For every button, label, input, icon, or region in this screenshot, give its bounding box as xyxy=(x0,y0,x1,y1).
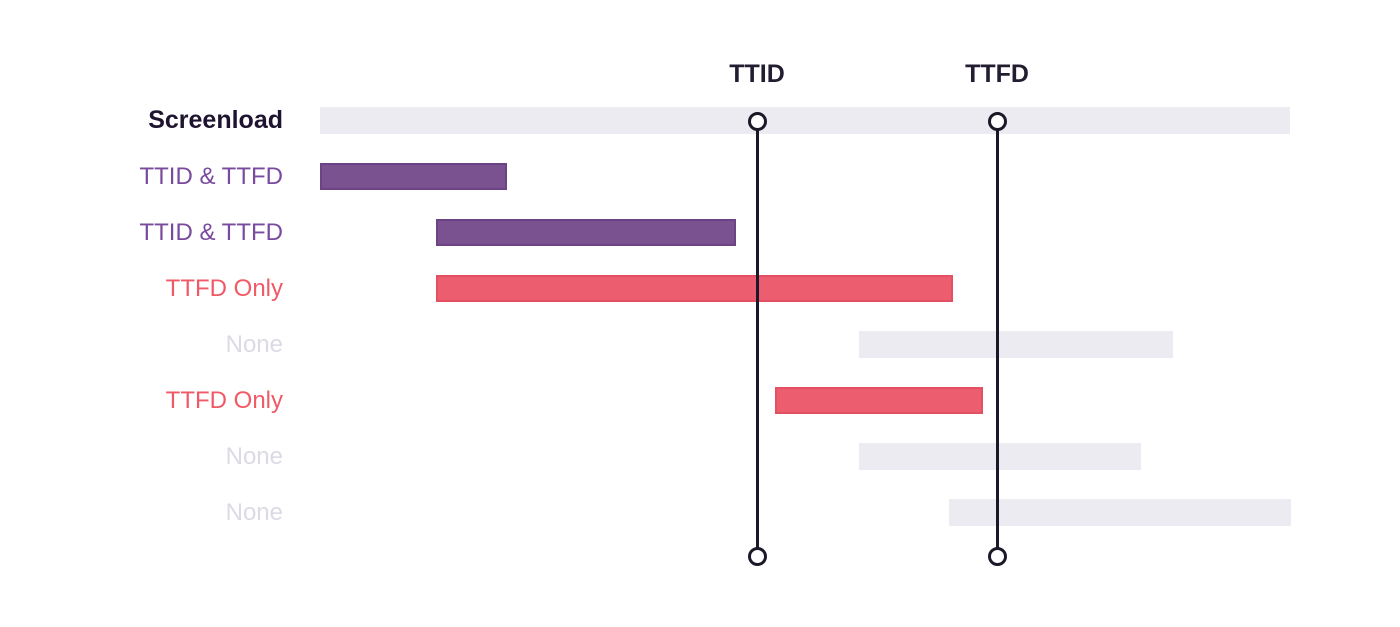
ttfd-marker-line xyxy=(995,121,999,556)
timeline-row: None xyxy=(0,331,1400,358)
timeline-row: TTFD Only xyxy=(0,275,1400,302)
timeline-row: TTID & TTFD xyxy=(0,219,1400,246)
row-label: TTID & TTFD xyxy=(139,219,283,246)
span-bar-red xyxy=(775,387,983,414)
span-bar-red xyxy=(436,275,953,302)
span-bar-track xyxy=(859,443,1141,470)
ttfd-bottom-circle xyxy=(987,546,1007,566)
ttid-marker-line xyxy=(755,121,759,556)
timeline-row: TTFD Only xyxy=(0,387,1400,414)
ttid-top-circle xyxy=(747,111,767,131)
ttfd-marker-label: TTFD xyxy=(965,60,1029,88)
row-label: None xyxy=(225,331,283,358)
ttid-bottom-circle xyxy=(747,546,767,566)
span-bar-track xyxy=(859,331,1173,358)
span-bar-track xyxy=(320,107,1290,134)
row-label: TTFD Only xyxy=(165,387,283,414)
row-label: None xyxy=(225,443,283,470)
row-label: TTFD Only xyxy=(165,275,283,302)
span-bar-track xyxy=(949,499,1291,526)
timeline-row: None xyxy=(0,499,1400,526)
timeline-row: TTID & TTFD xyxy=(0,163,1400,190)
timeline-row: None xyxy=(0,443,1400,470)
timeline-row: Screenload xyxy=(0,107,1400,134)
ttid-marker-label: TTID xyxy=(729,60,785,88)
row-label: TTID & TTFD xyxy=(139,163,283,190)
ttfd-top-circle xyxy=(987,111,1007,131)
row-label: Screenload xyxy=(148,106,283,134)
span-bar-purple xyxy=(320,163,507,190)
span-bar-purple xyxy=(436,219,736,246)
row-label: None xyxy=(225,499,283,526)
